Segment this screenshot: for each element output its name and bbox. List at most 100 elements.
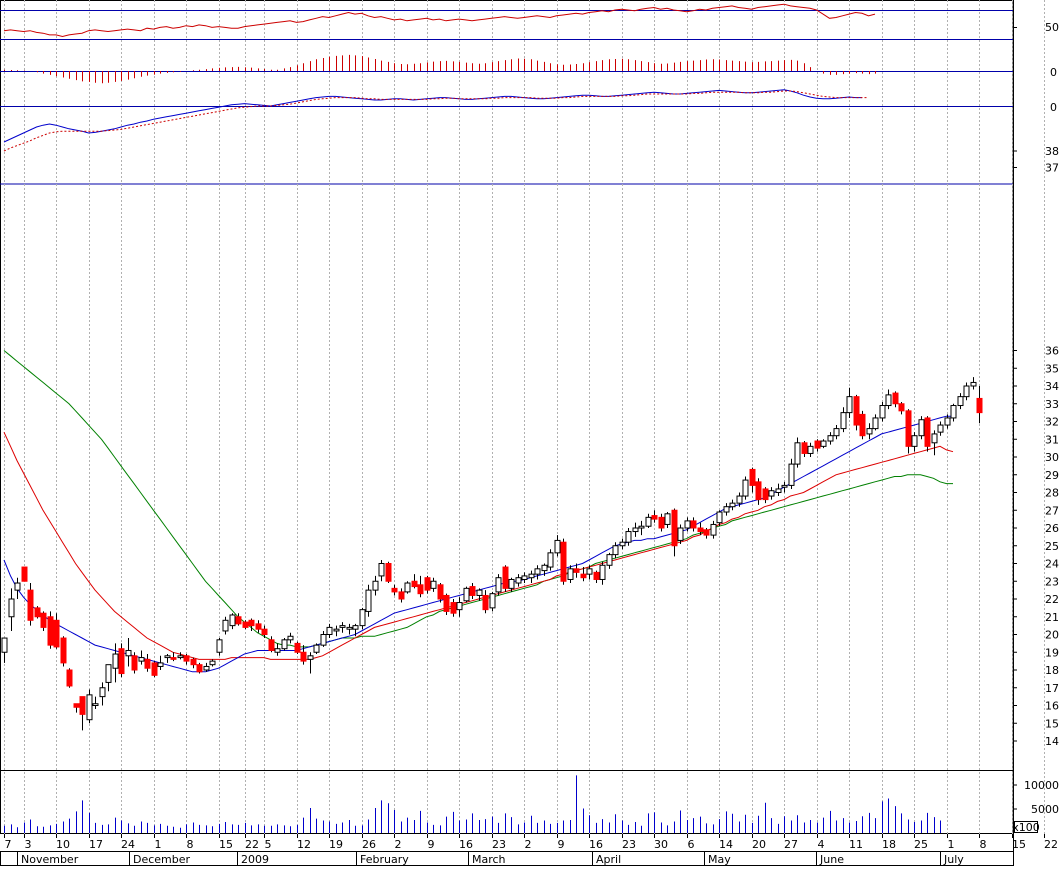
price-axis-label: 24 <box>1045 558 1059 571</box>
candle-down-body <box>242 621 249 628</box>
candle-up-body <box>911 435 918 447</box>
candle-up-body <box>138 657 145 662</box>
candle-up-body <box>378 563 385 577</box>
x-axis-day-label: 17 <box>89 838 103 851</box>
x-axis-day-label: 11 <box>849 838 863 851</box>
x-axis-day-label: 23 <box>622 838 636 851</box>
candle-up-body <box>827 435 834 442</box>
candle-down-body <box>170 657 177 660</box>
candle-down-body <box>66 669 73 687</box>
candle-down-body <box>417 584 424 595</box>
price-axis-label: 29 <box>1045 469 1059 482</box>
candle-up-body <box>8 598 15 618</box>
candle-up-body <box>723 506 730 513</box>
x-axis-month-label: May <box>708 853 731 866</box>
price-axis-label: 19 <box>1045 646 1059 659</box>
candle-down-body <box>268 639 275 651</box>
x-axis-month-label: April <box>596 853 621 866</box>
candle-down-body <box>898 403 905 412</box>
candle-up-body <box>112 653 119 669</box>
candle-up-body <box>287 635 294 641</box>
candle-up-body <box>729 502 736 508</box>
volume-unit-box <box>1014 821 1038 833</box>
candle-up-body <box>638 525 645 529</box>
candle-up-body <box>872 417 879 430</box>
x-axis-day-label: 24 <box>121 838 135 851</box>
x-axis-day-label: 16 <box>589 838 603 851</box>
candle-down-body <box>60 637 67 664</box>
candle-down-body <box>27 589 34 621</box>
candle-up-body <box>222 619 229 632</box>
candle-up-body <box>684 520 691 529</box>
candle-down-body <box>859 413 866 437</box>
candle-down-body <box>762 488 769 501</box>
price-axis-label: 36 <box>1045 345 1059 358</box>
price-axis-label: 23 <box>1045 575 1059 588</box>
x-axis-day-label: 16 <box>459 838 473 851</box>
candle-up-body <box>92 703 99 706</box>
long-moving-average-line <box>3 350 953 648</box>
candle-down-body <box>905 410 912 447</box>
candle-up-body <box>885 394 892 407</box>
x-axis-day-label: 23 <box>492 838 506 851</box>
candle-up-body <box>586 568 593 575</box>
x-axis-day-label: 9 <box>428 838 435 851</box>
price-axis-label: 22 <box>1045 593 1059 606</box>
x-axis-day-label: 19 <box>329 838 343 851</box>
candle-up-body <box>944 417 951 426</box>
macd-signal-line <box>3 90 869 152</box>
candle-up-body <box>807 445 814 454</box>
volume-axis-label: 5000 <box>1031 803 1059 816</box>
candle-up-body <box>307 655 314 660</box>
candle-up-body <box>99 687 106 698</box>
x-axis-day-label: 1 <box>948 838 955 851</box>
candle-up-body <box>313 644 320 653</box>
candle-up-body <box>937 424 944 433</box>
x-axis-day-label: 12 <box>297 838 311 851</box>
candle-up-body <box>846 396 853 414</box>
price-axis-label: 17 <box>1045 682 1059 695</box>
x-axis-day-label: 15 <box>1012 838 1026 851</box>
candle-down-body <box>248 619 255 627</box>
x-axis-month-label: November <box>21 853 79 866</box>
candle-down-body <box>976 397 983 414</box>
candle-up-body <box>177 655 184 659</box>
candle-up-body <box>339 625 346 628</box>
candle-up-body <box>918 419 925 437</box>
x-axis-day-label: 6 <box>688 838 695 851</box>
candle-up-body <box>463 587 470 602</box>
candle-down-body <box>755 481 762 501</box>
candle-down-body <box>651 515 658 520</box>
candle-down-body <box>450 602 457 614</box>
candle-up-body <box>489 593 496 609</box>
candle-up-body <box>521 575 528 580</box>
price-axis-label: 30 <box>1045 451 1059 464</box>
candle-up-body <box>781 484 788 488</box>
candle-up-body <box>125 649 132 657</box>
candle-up-body <box>456 602 463 611</box>
candle-down-body <box>118 648 125 675</box>
candle-up-body <box>495 577 502 593</box>
candle-down-body <box>300 651 307 662</box>
candle-up-body <box>664 513 671 525</box>
x-axis-day-label: 9 <box>558 838 565 851</box>
x-axis-day-label: 27 <box>784 838 798 851</box>
price-axis-label: 18 <box>1045 664 1059 677</box>
x-axis-month-label: June <box>819 853 844 866</box>
candle-down-body <box>255 623 262 630</box>
price-axis-label: 32 <box>1045 416 1059 429</box>
price-axis-label: 31 <box>1045 433 1059 446</box>
candle-down-body <box>131 655 138 671</box>
candle-down-body <box>21 566 28 582</box>
candle-up-body <box>710 523 717 536</box>
x-axis-day-label: 14 <box>719 838 733 851</box>
candle-up-body <box>820 440 827 447</box>
x-axis-month-label: 2009 <box>241 853 269 866</box>
candle-up-body <box>157 662 164 667</box>
price-axis-label: 20 <box>1045 629 1059 642</box>
candle-up-body <box>430 580 437 589</box>
candle-up-body <box>833 428 840 437</box>
candle-up-body <box>547 552 554 568</box>
x-axis-day-label: 2 <box>395 838 402 851</box>
